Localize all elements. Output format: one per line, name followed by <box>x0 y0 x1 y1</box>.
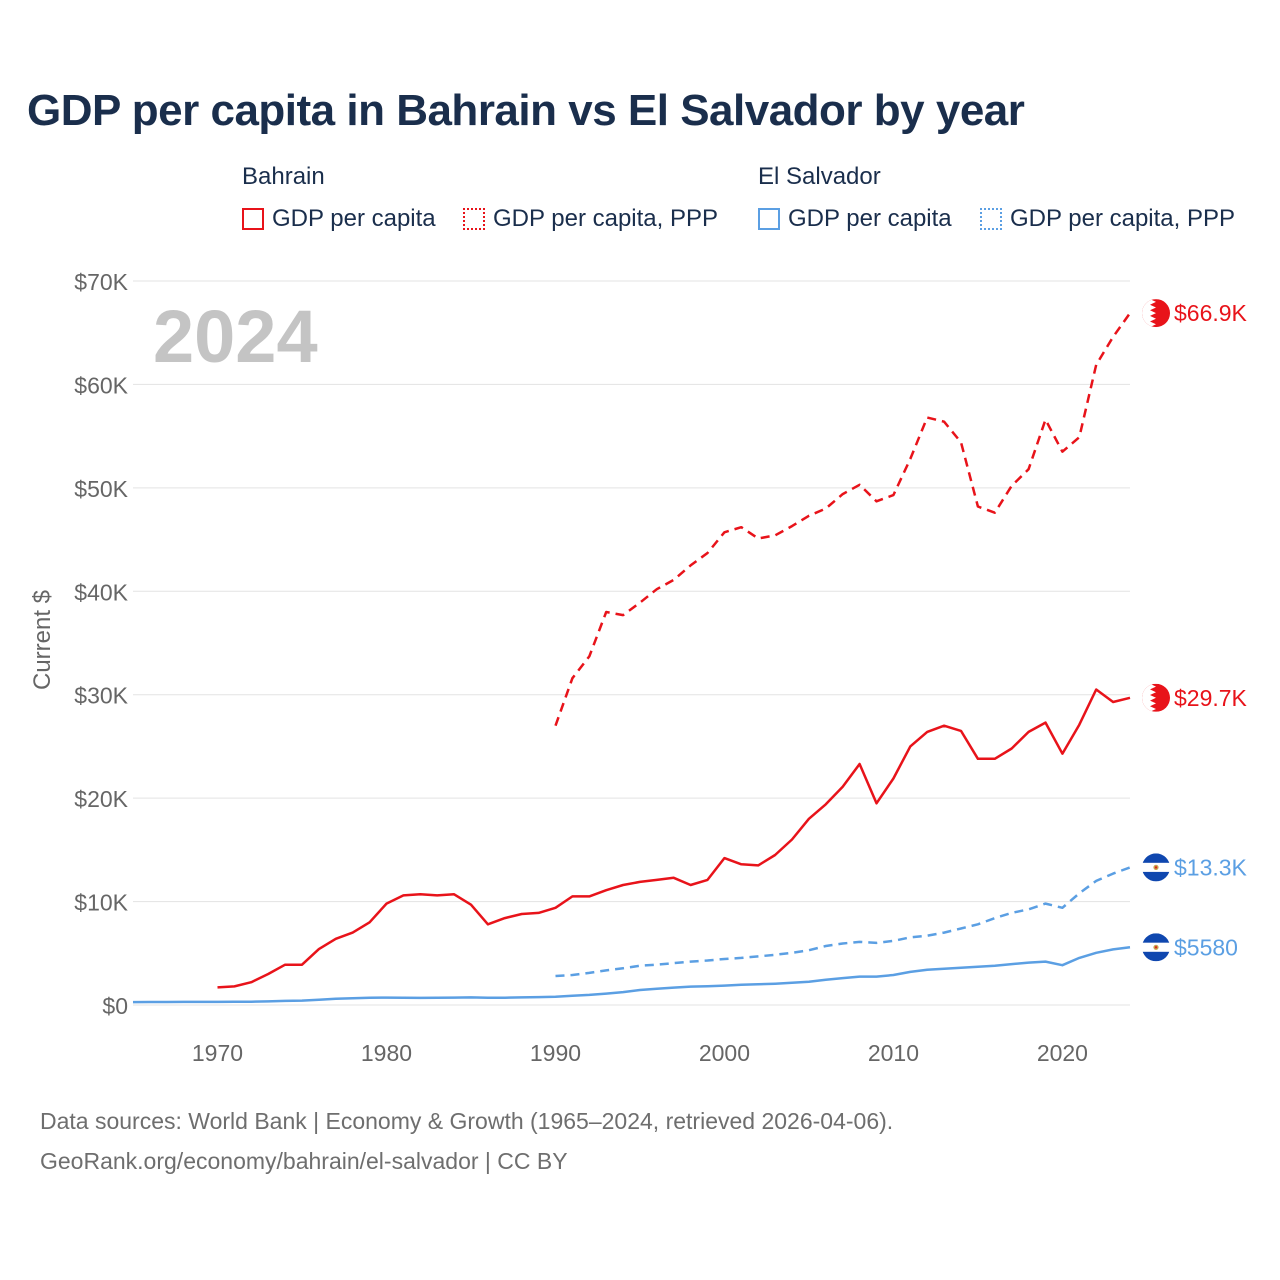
legend-label: GDP per capita, PPP <box>1010 205 1235 232</box>
series-end-label: $13.3K <box>1174 854 1248 880</box>
x-tick-label: 2010 <box>868 1040 919 1066</box>
y-axis-label: Current $ <box>29 590 56 690</box>
footer-attribution[interactable]: GeoRank.org/economy/bahrain/el-salvador … <box>40 1148 568 1174</box>
legend-swatch-solid-red <box>242 208 264 230</box>
x-tick-label: 2000 <box>699 1040 750 1066</box>
y-tick-label: $30K <box>74 683 128 709</box>
bahrain-ppp-line[interactable] <box>554 312 1132 727</box>
bahrain-gdp-line[interactable] <box>217 688 1131 989</box>
y-tick-label: $20K <box>74 786 128 812</box>
y-tick-label: $50K <box>74 476 128 502</box>
legend-swatch-solid-blue <box>758 208 780 230</box>
legend-label: GDP per capita <box>272 205 436 232</box>
legend-swatch-dotted-blue <box>980 208 1002 230</box>
x-tick-label: 1980 <box>361 1040 412 1066</box>
y-tick-label: $40K <box>74 579 128 605</box>
x-tick-label: 1970 <box>192 1040 243 1066</box>
legend-bahrain-ppp[interactable]: GDP per capita, PPP <box>463 205 718 233</box>
series-end-label: $66.9K <box>1174 300 1248 326</box>
legend-label: GDP per capita <box>788 205 952 232</box>
chart-title: GDP per capita in Bahrain vs El Salvador… <box>27 86 1025 135</box>
year-watermark: 2024 <box>153 295 318 378</box>
x-tick-label: 1990 <box>530 1040 581 1066</box>
y-tick-label: $10K <box>74 890 128 916</box>
series <box>132 312 1132 1004</box>
series-end-label: $29.7K <box>1174 685 1248 711</box>
bahrain-flag-icon <box>1142 299 1170 328</box>
x-tick-label: 2020 <box>1037 1040 1088 1066</box>
el-salvador-flag-icon <box>1142 853 1170 882</box>
legend-bahrain-gdp[interactable]: GDP per capita <box>242 205 436 233</box>
legend-el-salvador-gdp[interactable]: GDP per capita <box>758 205 952 233</box>
legend-label: GDP per capita, PPP <box>493 205 718 232</box>
series-end-label: $5580 <box>1174 934 1238 960</box>
y-tick-label: $60K <box>74 372 128 398</box>
y-tick-label: $0 <box>102 993 128 1019</box>
axes: $0 $10K $20K $30K $40K $50K $60K $70K 1970 1980 19… <box>74 269 1088 1066</box>
footer-sources: Data sources: World Bank | Economy & Gro… <box>40 1108 894 1134</box>
y-tick-label: $70K <box>74 269 128 295</box>
legend-bahrain-heading: Bahrain <box>242 163 325 190</box>
legend-el-salvador-heading: El Salvador <box>758 163 881 190</box>
el-salvador-ppp-line[interactable] <box>555 866 1131 978</box>
el-salvador-gdp-line[interactable] <box>132 946 1131 1004</box>
grid <box>133 280 1130 1006</box>
legend-swatch-dotted-red <box>463 208 485 230</box>
el-salvador-flag-icon <box>1142 933 1170 962</box>
bahrain-flag-icon <box>1142 683 1170 712</box>
legend-el-salvador-ppp[interactable]: GDP per capita, PPP <box>980 205 1235 233</box>
end-labels: $29.7K $66.9K $5580 $13.3K <box>1142 299 1248 962</box>
